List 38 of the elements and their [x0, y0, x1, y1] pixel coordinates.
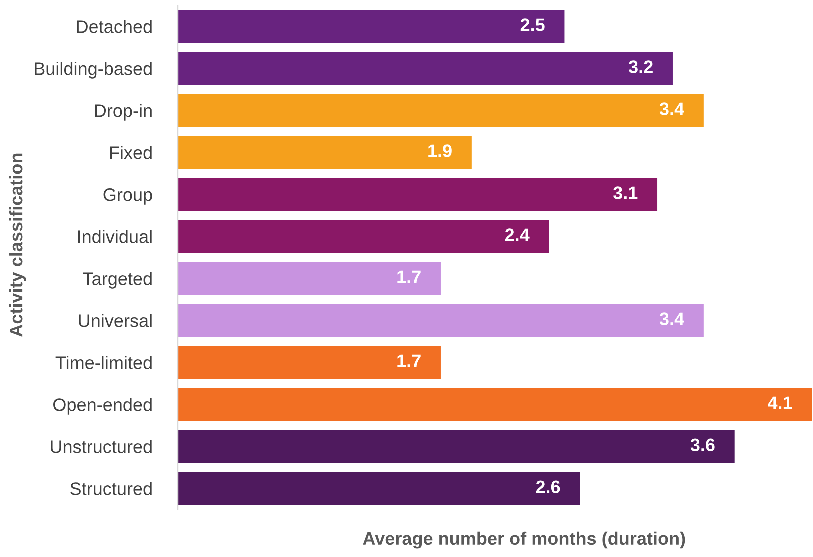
y-tick-label: Individual [78, 230, 152, 244]
y-tick-label: Detached [77, 20, 152, 34]
y-tick-label: Universal [79, 314, 152, 328]
data-label: 3.6 [690, 438, 715, 452]
data-label: 3.1 [613, 186, 638, 200]
bar [178, 10, 565, 43]
data-label: 3.2 [628, 60, 653, 74]
data-label: 1.7 [398, 270, 421, 284]
y-tick-label: Structured [70, 482, 152, 496]
data-label: 2.6 [536, 480, 560, 494]
data-label: 3.4 [660, 312, 684, 326]
y-tick-label: Drop-in [95, 104, 152, 121]
bar [178, 136, 472, 169]
data-label: 4.1 [768, 396, 792, 410]
data-label: 2.4 [505, 228, 530, 242]
y-tick-label: Building-based [35, 62, 152, 79]
bar [178, 304, 704, 338]
bar [178, 178, 658, 211]
data-label: 2.5 [520, 18, 545, 32]
bar [178, 220, 550, 253]
bar [178, 52, 673, 85]
y-tick-label: Fixed [110, 146, 152, 160]
y-tick-label: Targeted [83, 272, 152, 289]
bar [178, 346, 441, 380]
data-label: 1.7 [398, 354, 421, 368]
y-tick-label: Group [104, 188, 152, 205]
y-axis-title: Activity classification [9, 154, 26, 337]
bar [178, 472, 580, 506]
x-axis-title: Average number of months (duration) [363, 532, 686, 549]
y-tick-label: Open-ended [54, 398, 152, 415]
bar [178, 430, 735, 464]
y-tick-label: Unstructured [51, 440, 152, 454]
bar [178, 388, 812, 422]
data-label: 1.9 [428, 144, 452, 158]
bar [178, 94, 704, 127]
y-tick-label: Time-limited [56, 356, 152, 370]
data-label: 3.4 [660, 102, 684, 116]
bar [178, 262, 441, 295]
